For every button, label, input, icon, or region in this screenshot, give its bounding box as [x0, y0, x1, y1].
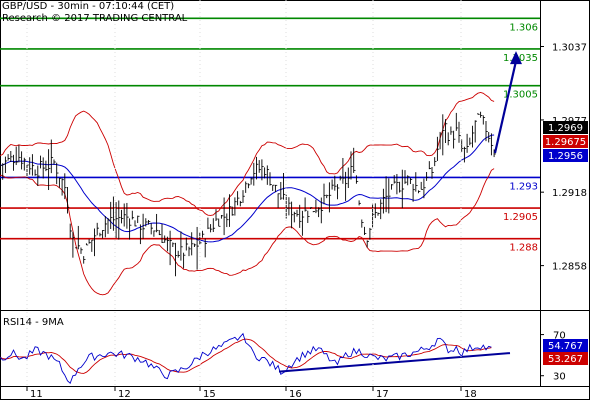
bollinger-lower-band: [0, 168, 495, 296]
moving-average-line: [0, 134, 495, 243]
level-label-resistance: 1.3005: [503, 90, 538, 101]
time-axis-label: 12: [118, 389, 131, 400]
price-axis-label: 1.2918: [552, 188, 587, 199]
price-tag-label-last: 1.2969: [548, 123, 583, 134]
rsi-tag-rsi: [543, 339, 588, 352]
forecast-arrow-shaft: [493, 60, 518, 154]
rsi-axis-label: 70: [553, 331, 566, 342]
price-tag-label-upper: 1.29675: [545, 137, 586, 148]
level-label-resistance: 1.3035: [503, 53, 538, 64]
rsi-ma-line: [0, 338, 492, 374]
chart-copyright: Research © 2017 TRADING CENTRAL: [2, 13, 188, 24]
rsi-tag-label-rsi: 54.767: [548, 341, 583, 352]
price-bars: [0, 111, 496, 277]
time-axis-label: 11: [30, 389, 43, 400]
bollinger-upper-band: [0, 92, 495, 216]
price-tag-upper: [543, 135, 588, 148]
rsi-trendline: [278, 352, 511, 373]
rsi-panel-title: RSI14 - 9MA: [3, 317, 64, 328]
price-axis-label: 1.3037: [552, 43, 587, 54]
rsi-line: [0, 332, 492, 384]
level-label-resistance: 1.306: [509, 22, 538, 33]
forecast-arrow-head: [510, 51, 522, 65]
price-tag-lower: [543, 149, 588, 162]
time-axis-label: 16: [289, 389, 302, 400]
chart-title: GBP/USD - 30min - 07:10:44 (CET): [2, 1, 175, 12]
price-tag-label-lower: 1.2956: [548, 151, 583, 162]
level-label-support: 1.2905: [503, 212, 538, 223]
price-tag-last: [543, 121, 588, 134]
price-axis-label: 1.2858: [552, 262, 587, 273]
time-axis-label: 18: [464, 389, 477, 400]
time-axis-label: 15: [203, 389, 216, 400]
rsi-axis-label: 30: [553, 372, 566, 383]
rsi-tag-ma: [543, 352, 588, 365]
rsi-tag-label-ma: 53.267: [548, 354, 583, 365]
time-axis-label: 17: [376, 389, 389, 400]
level-label-pivot: 1.293: [509, 181, 538, 192]
level-label-support: 1.288: [509, 243, 538, 254]
